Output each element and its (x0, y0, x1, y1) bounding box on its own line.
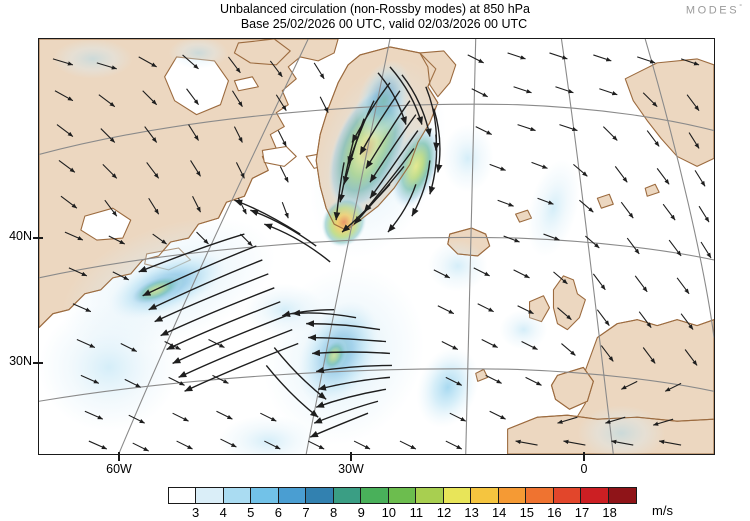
colorbar-cell (498, 488, 527, 503)
axis-label-30n: 30N (9, 354, 32, 368)
colorbar[interactable]: 3 4 5 6 7 8 9 10 11 12 13 14 15 16 17 18 (168, 487, 638, 520)
graticule-lat-30 (39, 368, 714, 402)
xtick-30w (350, 452, 352, 461)
graticule-lon-60w (118, 39, 309, 454)
chart-title-block: Unbalanced circulation (non-Rossby modes… (0, 2, 750, 32)
title-line-1: Unbalanced circulation (non-Rossby modes… (220, 2, 530, 16)
shading-patch-south (218, 415, 319, 454)
wind-arrows-greenland (333, 66, 443, 233)
colorbar-cell (471, 488, 499, 503)
land-island-b (596, 193, 614, 209)
wind-arrows-atlantic (265, 308, 392, 438)
land-lake-a (261, 145, 297, 167)
colorbar-tick-label: 6 (274, 505, 283, 520)
colorbar-cell (581, 488, 609, 503)
colorbar-cell (196, 488, 224, 503)
colorbar-cell (608, 488, 637, 503)
wind-arrows-labrador (138, 199, 331, 392)
colorbar-unit-label: m/s (652, 503, 673, 518)
land-britain (552, 275, 586, 331)
shading-patch-nw2 (168, 39, 229, 69)
ytick-30n (33, 362, 43, 364)
ytick-40n (33, 237, 43, 239)
shading-patch-southwest (39, 303, 179, 432)
colorbar-cell (251, 488, 279, 503)
colorbar-cell (169, 488, 197, 503)
modes-logo-mark: ° (739, 4, 742, 11)
colorbar-tick-label: 15 (519, 505, 535, 520)
colorbar-tick-label: 12 (436, 505, 452, 520)
map-canvas (39, 39, 714, 454)
colorbar-cell (416, 488, 444, 503)
colorbar-cell (278, 488, 307, 503)
modes-logo: MODES° (686, 4, 742, 17)
colorbar-tick-label: 3 (191, 505, 200, 520)
colorbar-cell (306, 488, 334, 503)
colorbar-cell (443, 488, 472, 503)
colorbar-tick-label: 11 (409, 505, 424, 520)
shading-patch-nw (52, 39, 133, 79)
shading-patch-azores (416, 346, 480, 429)
graticule-lon-15w (560, 39, 614, 454)
colorbar-cell (223, 488, 252, 503)
colorbar-tick-label: 8 (329, 505, 338, 520)
shading-patch-norway (527, 159, 580, 257)
colorbar-tick-label: 7 (302, 505, 310, 520)
colorbar-tick-label: 18 (602, 505, 617, 520)
xtick-60w (118, 452, 120, 461)
shading-patch-iceland (427, 240, 488, 292)
title-line-2: Base 25/02/2026 00 UTC, valid 02/03/2026… (240, 17, 528, 31)
colorbar-tick-label: 17 (574, 505, 590, 520)
shading-patch-biscay (499, 309, 548, 350)
land-lake-d (233, 76, 259, 92)
colorbar-cell (361, 488, 389, 503)
shading-patch-e-green (441, 124, 494, 193)
modes-logo-text: MODES (685, 4, 740, 17)
xtick-0 (583, 452, 585, 461)
colorbar-cell (333, 488, 362, 503)
land-baffin (233, 39, 291, 66)
axis-label-40n: 40N (9, 229, 32, 243)
colorbar-tick-label: 10 (381, 505, 397, 520)
graticule-lon-0 (644, 39, 714, 338)
colorbar-cell (553, 488, 582, 503)
land-lake-e (80, 207, 132, 241)
speed-shading-layer (39, 39, 666, 454)
map-panel[interactable] (38, 38, 715, 455)
colorbar-tick-label: 13 (464, 505, 479, 520)
colorbar-cell (526, 488, 554, 503)
graticule-lat-40 (39, 236, 714, 279)
shading-patch-mid (244, 283, 325, 336)
colorbar-tick-labels: 3 4 5 6 7 8 9 10 11 12 13 14 15 16 17 18 (168, 504, 637, 521)
graticule-lat-50 (39, 103, 714, 155)
land-island-d (644, 183, 660, 197)
colorbar-swatches[interactable] (168, 487, 638, 504)
wind-arrows-background (52, 52, 712, 452)
wind-vector-layer (52, 52, 712, 452)
colorbar-tick-label: 16 (547, 505, 562, 520)
colorbar-tick-label: 14 (491, 505, 507, 520)
graticule-layer (39, 39, 714, 454)
axis-label-30w: 30W (338, 462, 364, 476)
colorbar-cell (388, 488, 417, 503)
axis-label-60w: 60W (106, 462, 132, 476)
colorbar-tick-label: 9 (357, 505, 365, 520)
colorbar-tick-label: 4 (219, 505, 227, 520)
colorbar-tick-label: 5 (247, 505, 255, 520)
axis-label-0: 0 (580, 462, 588, 476)
graticule-lon-30w (465, 39, 477, 454)
